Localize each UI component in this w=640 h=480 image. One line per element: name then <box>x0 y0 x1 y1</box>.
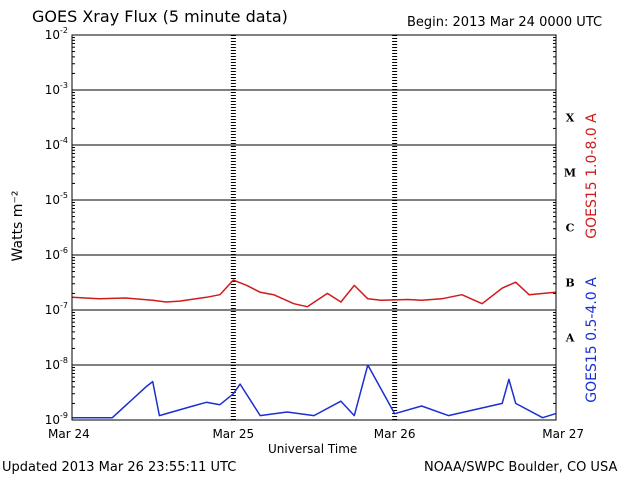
y-tick-label: 10-3 <box>45 81 68 97</box>
flare-class-label: C <box>566 222 575 235</box>
x-axis-label: Universal Time <box>268 442 358 456</box>
y-tick-label: 10-8 <box>45 356 68 372</box>
y-tick-label: 10-9 <box>45 411 68 427</box>
y-tick-label: 10-4 <box>45 136 68 152</box>
x-tick-label: Mar 25 <box>212 427 254 441</box>
y-tick-label: 10-7 <box>45 301 68 317</box>
updated-timestamp: Updated 2013 Mar 26 23:55:11 UTC <box>2 460 237 475</box>
credit-text: NOAA/SWPC Boulder, CO USA <box>424 460 618 475</box>
begin-time: Begin: 2013 Mar 24 0000 UTC <box>407 15 603 30</box>
y-tick-label: 10-5 <box>45 191 68 207</box>
series-line-long <box>71 279 556 308</box>
series-line-short <box>72 364 556 419</box>
plot-frame <box>71 34 557 421</box>
flare-class-label: M <box>564 167 576 180</box>
chart-title: GOES Xray Flux (5 minute data) <box>32 7 288 26</box>
x-tick-label: Mar 24 <box>48 427 90 441</box>
y-tick-label: 10-6 <box>45 246 68 262</box>
grid-layer <box>72 35 556 420</box>
x-tick-label: Mar 26 <box>374 427 416 441</box>
flare-class-label: A <box>565 332 575 345</box>
x-tick-label: Mar 27 <box>542 427 584 441</box>
y-tick-label: 10-2 <box>45 26 68 42</box>
flare-class-label: B <box>565 277 574 290</box>
series-layer <box>71 279 556 419</box>
flare-class-label: X <box>566 112 575 125</box>
